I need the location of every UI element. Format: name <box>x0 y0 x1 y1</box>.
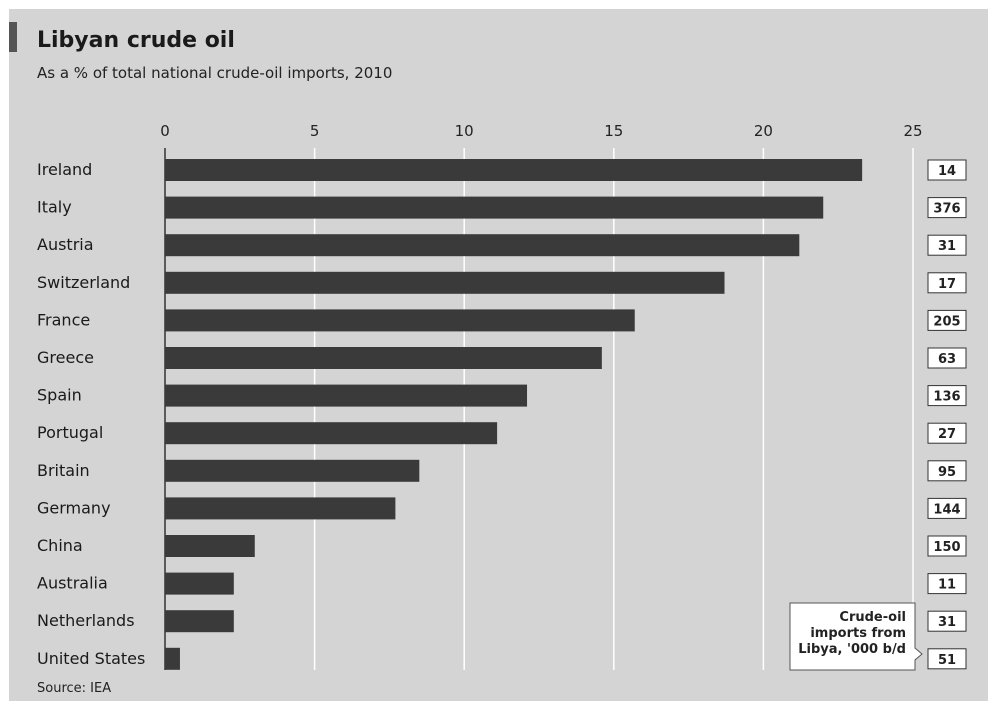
category-label: Netherlands <box>37 611 135 630</box>
bar <box>165 497 396 520</box>
category-label: Austria <box>37 235 94 254</box>
x-tick-label: 15 <box>604 122 623 140</box>
import-value-box <box>927 309 967 331</box>
side-label-callout <box>789 602 923 671</box>
category-label: United States <box>37 649 145 668</box>
import-value: 63 <box>938 352 956 367</box>
import-value: 31 <box>938 615 956 630</box>
import-value: 95 <box>938 465 956 480</box>
x-tick-label: 0 <box>160 122 170 140</box>
import-value: 17 <box>938 277 956 292</box>
bar <box>165 159 863 181</box>
bar <box>165 610 234 633</box>
category-label: Switzerland <box>37 273 130 292</box>
import-value-box <box>927 197 967 219</box>
chart-subtitle: As a % of total national crude-oil impor… <box>37 64 393 82</box>
bar <box>165 347 602 369</box>
x-tick-label: 20 <box>754 122 773 140</box>
bar <box>165 384 528 407</box>
side-label-line: Crude-oil <box>839 610 906 625</box>
category-label: Italy <box>37 198 72 217</box>
bar <box>165 535 255 557</box>
import-value-box <box>927 422 967 444</box>
import-value: 11 <box>938 578 956 593</box>
bar <box>165 572 234 595</box>
import-value: 51 <box>938 653 956 668</box>
category-label: Australia <box>37 574 108 593</box>
import-value: 205 <box>933 314 960 329</box>
import-value: 144 <box>933 502 960 517</box>
import-value-box <box>927 385 967 407</box>
import-value-box <box>927 535 967 557</box>
import-value: 376 <box>933 202 960 217</box>
chart-title: Libyan crude oil <box>37 28 235 53</box>
x-tick-label: 25 <box>903 122 922 140</box>
category-label: Ireland <box>37 160 92 179</box>
import-value: 150 <box>933 540 960 555</box>
import-value-box <box>927 347 967 369</box>
category-label: Germany <box>37 498 111 517</box>
category-label: Greece <box>37 348 94 367</box>
import-value: 27 <box>938 427 956 442</box>
bar <box>165 647 180 670</box>
import-value-box <box>927 573 967 595</box>
import-value-box <box>927 234 967 256</box>
category-label: Spain <box>37 386 82 405</box>
x-tick-label: 10 <box>455 122 474 140</box>
import-value-box <box>927 460 967 482</box>
title-accent-bar <box>9 22 17 52</box>
import-value-box <box>927 497 967 519</box>
bar <box>165 234 800 257</box>
import-value-box <box>927 159 967 181</box>
import-value-box <box>927 272 967 294</box>
bar <box>165 459 420 482</box>
bar <box>165 271 725 294</box>
import-value: 136 <box>933 390 960 405</box>
category-label: France <box>37 310 90 329</box>
bar <box>165 422 498 445</box>
import-value: 14 <box>938 164 956 179</box>
side-label-line: imports from <box>810 626 906 641</box>
import-value-box <box>927 648 967 670</box>
x-tick-label: 5 <box>310 122 320 140</box>
category-label: Portugal <box>37 423 103 442</box>
bar <box>165 196 824 219</box>
import-value-box <box>927 610 967 632</box>
bar <box>165 309 635 332</box>
category-label: Britain <box>37 461 90 480</box>
side-label-line: Libya, '000 b/d <box>798 642 906 657</box>
chart-source: Source: IEA <box>37 681 112 696</box>
category-label: China <box>37 536 83 555</box>
import-value: 31 <box>938 239 956 254</box>
